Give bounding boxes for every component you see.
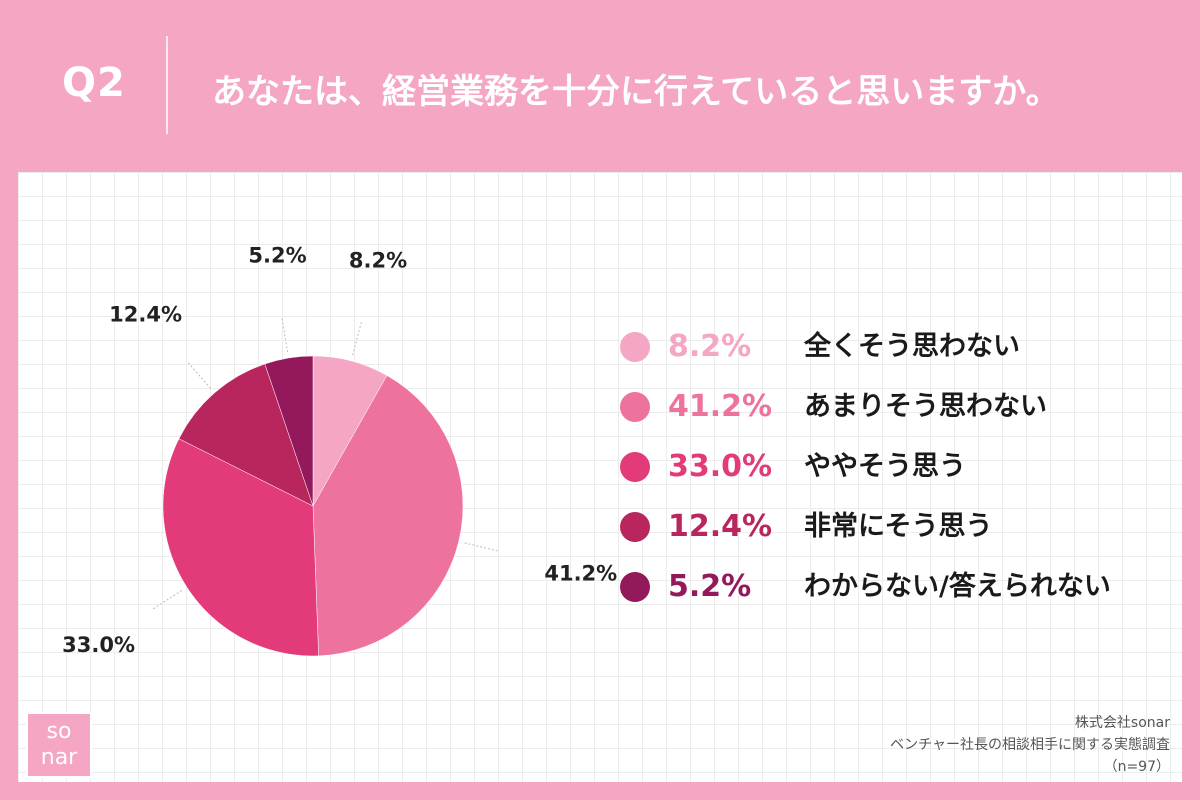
legend-percentage: 33.0% xyxy=(668,449,773,484)
legend-swatch xyxy=(620,452,650,482)
legend-label: ややそう思う xyxy=(804,451,966,482)
pie-slice-4 xyxy=(178,363,314,507)
pie-leader-line-3 xyxy=(152,589,183,610)
logo-line1: so xyxy=(46,719,72,744)
legend-label: わからない/答えられない xyxy=(804,571,1111,602)
pie-data-label-5: 5.2% xyxy=(248,243,306,267)
pie-leader-line-4 xyxy=(187,362,211,389)
logo-line2: nar xyxy=(40,745,78,770)
legend-swatch xyxy=(620,512,650,542)
question-number: Q2 xyxy=(62,60,126,106)
legend-percentage: 12.4% xyxy=(668,509,773,544)
footer-survey: ベンチャー社長の相談相手に関する実態調査 xyxy=(890,737,1170,753)
legend-label: 全くそう思わない xyxy=(804,331,1020,362)
sonar-logo: so nar xyxy=(26,712,92,778)
pie-data-label-1: 8.2% xyxy=(349,248,407,272)
legend-label: 非常にそう思う xyxy=(804,511,993,542)
legend-percentage: 5.2% xyxy=(668,569,752,604)
pie-leader-line-2 xyxy=(464,542,498,552)
header-divider xyxy=(166,36,168,134)
source-footer: 株式会社sonar ベンチャー社長の相談相手に関する実態調査 （n=97） xyxy=(890,712,1170,778)
footer-company: 株式会社sonar xyxy=(1074,715,1170,731)
question-title: あなたは、経営業務を十分に行えていると思いますか。 xyxy=(212,72,1060,112)
pie-slice-3 xyxy=(162,438,319,657)
pie-data-label-2: 41.2% xyxy=(544,561,617,585)
header: Q2 あなたは、経営業務を十分に行えていると思いますか。 xyxy=(0,0,1200,170)
pie-slice-2 xyxy=(312,375,464,657)
pie-slice-5 xyxy=(264,355,314,507)
pie-leader-line-1 xyxy=(352,322,362,356)
pie-data-label-4: 12.4% xyxy=(109,303,182,327)
pie-leader-line-5 xyxy=(281,318,289,353)
legend-swatch xyxy=(620,332,650,362)
legend-swatch xyxy=(620,572,650,602)
legend-label: あまりそう思わない xyxy=(804,391,1047,422)
legend-percentage: 8.2% xyxy=(668,329,752,364)
footer-sample: （n=97） xyxy=(1103,759,1170,775)
pie-data-label-3: 33.0% xyxy=(62,633,135,657)
legend-swatch xyxy=(620,392,650,422)
legend-percentage: 41.2% xyxy=(668,389,773,424)
